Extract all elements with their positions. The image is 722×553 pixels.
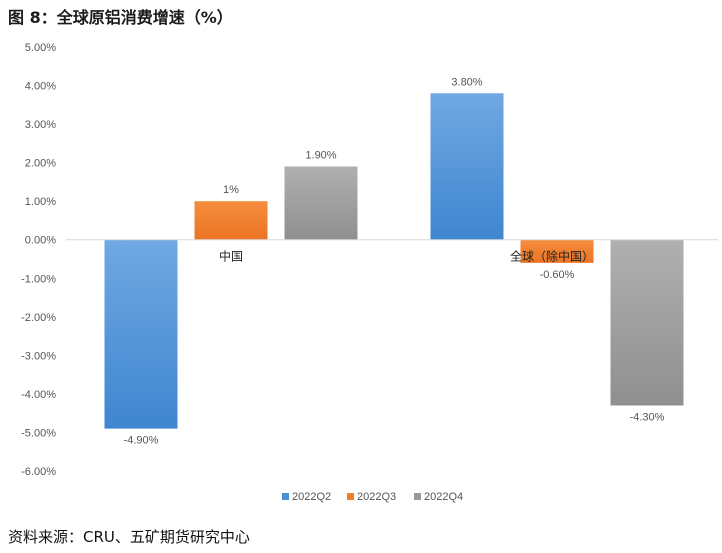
legend-label: 2022Q3 (357, 491, 396, 503)
y-tick-label: 5.00% (25, 42, 56, 54)
data-label: -4.90% (124, 435, 159, 447)
source-note: 资料来源：CRU、五矿期货研究中心 (8, 528, 250, 546)
y-tick-label: -2.00% (21, 312, 56, 324)
legend-swatch (282, 493, 289, 500)
y-tick-label: 3.00% (25, 119, 56, 131)
legend-swatch (347, 493, 354, 500)
bar-2022q4-1 (610, 239, 684, 406)
y-tick-label: -5.00% (21, 427, 56, 439)
y-tick-label: 0.00% (25, 235, 56, 247)
y-tick-label: -6.00% (21, 466, 56, 478)
bar-2022q3-1 (520, 239, 594, 263)
y-tick-label: -3.00% (21, 350, 56, 362)
bar-2022q2-1 (430, 93, 504, 240)
y-tick-label: -4.00% (21, 389, 56, 401)
bar-2022q2-0 (104, 239, 178, 429)
y-tick-label: 4.00% (25, 81, 56, 93)
data-label: -4.30% (630, 411, 665, 423)
bar-2022q3-0 (194, 201, 268, 240)
data-label: 1.90% (305, 149, 336, 161)
legend-label: 2022Q4 (424, 491, 463, 503)
y-tick-label: -1.00% (21, 273, 56, 285)
category-label: 全球（除中国） (510, 249, 594, 264)
data-label: 1% (223, 184, 239, 196)
data-label: -0.60% (540, 269, 575, 281)
legend-swatch (414, 493, 421, 500)
y-tick-label: 1.00% (25, 196, 56, 208)
chart-title: 图 8：全球原铝消费增速（%） (8, 8, 233, 27)
category-label: 中国 (219, 249, 243, 264)
data-label: 3.80% (451, 76, 482, 88)
legend-label: 2022Q2 (292, 491, 331, 503)
bar-2022q4-0 (284, 166, 358, 240)
y-tick-label: 2.00% (25, 158, 56, 170)
